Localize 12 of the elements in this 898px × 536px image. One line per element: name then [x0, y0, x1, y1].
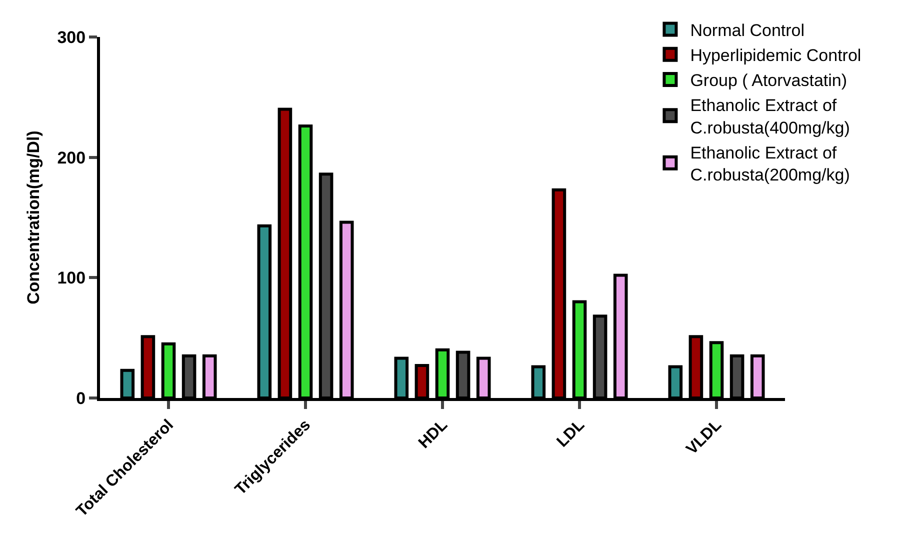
legend-label: Ethanolic Extract of C.robusta(200mg/kg) — [690, 143, 850, 185]
y-tick-label: 300 — [57, 28, 86, 47]
y-tick-label: 100 — [57, 268, 86, 288]
legend-label: Group ( Atorvastatin) — [690, 71, 848, 90]
legend-label: Normal Control — [690, 20, 805, 40]
y-axis-title: Concentration(mg/Dl) — [24, 130, 43, 304]
x-tick-label: LDL — [554, 416, 588, 451]
x-tick-label: HDL — [416, 416, 452, 452]
y-tick-label: 0 — [76, 388, 86, 408]
legend-label: Ethanolic Extract of C.robusta(400mg/kg) — [690, 96, 850, 138]
legend-label: Hyperlipidemic Control — [690, 46, 862, 66]
y-tick-label: 200 — [57, 148, 86, 168]
